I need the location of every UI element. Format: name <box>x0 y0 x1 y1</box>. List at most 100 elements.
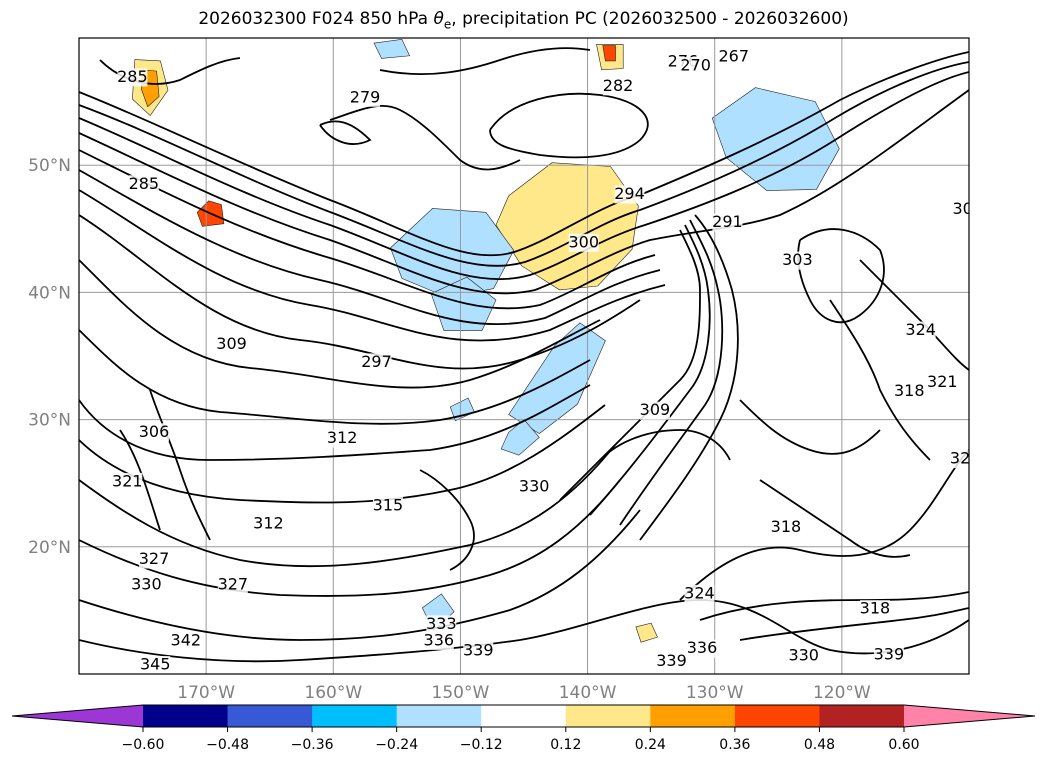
contour-label-bg <box>372 497 403 516</box>
colorbar-tick-label: 0.36 <box>719 737 750 753</box>
lon-label: 150°W <box>432 683 490 703</box>
lon-label: 130°W <box>686 683 744 703</box>
contour-label-bg <box>216 335 247 354</box>
theta-e-contour <box>589 224 711 516</box>
map-title: 2026032300 F024 850 hPa θe, precipitatio… <box>198 9 849 32</box>
theta-e-contour <box>79 444 616 568</box>
plot-area: 2852792822762702672852942913003033030929… <box>79 38 970 674</box>
contour-label: 324 <box>905 320 936 339</box>
contour-label-bg <box>217 575 248 594</box>
contour-label: 339 <box>463 641 494 660</box>
theta-e-contour <box>679 449 969 601</box>
lon-label: 120°W <box>813 683 871 703</box>
contour-label: 282 <box>603 76 634 95</box>
contour-label-bg <box>112 472 143 491</box>
contour-label: 270 <box>680 55 711 74</box>
contour-label-bg <box>139 550 170 569</box>
contour-label-bg <box>327 429 358 448</box>
colorbar-bin <box>819 705 905 727</box>
theta-e-contour <box>797 228 885 324</box>
contour-label-bg <box>894 382 925 401</box>
contour-label-bg <box>770 518 801 537</box>
contour-label-bg <box>603 77 634 96</box>
contour-label-bg <box>859 600 890 619</box>
theta-e-contour <box>619 219 724 526</box>
colorbar-extend-min <box>12 705 143 727</box>
theta-e-contour <box>79 169 661 326</box>
contour-label-bg <box>128 175 159 194</box>
theta-e-contour <box>419 469 475 571</box>
colorbar-tick-label: −0.36 <box>291 737 334 753</box>
contour-label-bg <box>423 631 454 650</box>
precip-area <box>711 87 840 191</box>
contour-label-bg <box>131 575 162 594</box>
theta-e-contour <box>319 120 372 145</box>
theta-e-contour <box>149 389 211 541</box>
theta-e-contour <box>79 639 521 663</box>
contour-label: 321 <box>112 471 143 490</box>
colorbar-bin <box>227 705 313 727</box>
theta-e-contour <box>639 214 739 541</box>
contour-label-bg <box>140 656 171 674</box>
colorbar-tick-label: 0.24 <box>635 737 666 753</box>
contour-label: 32 <box>950 449 970 468</box>
precip-area <box>495 162 639 291</box>
colorbar-tick-label: −0.24 <box>375 737 418 753</box>
lat-label: 20°N <box>28 538 71 558</box>
contour-label-bg <box>927 373 958 392</box>
contour-label: 297 <box>361 352 392 371</box>
contour-label: 312 <box>327 428 358 447</box>
contour-label-bg <box>170 631 201 650</box>
theta-e-contour <box>79 329 591 425</box>
contour-label: 330 <box>788 646 819 665</box>
theta-e-contour <box>859 259 969 371</box>
contour-label: 318 <box>860 599 891 618</box>
contour-label-bg <box>253 514 284 533</box>
theta-e-contour <box>519 599 969 655</box>
colorbar-tick-label: −0.48 <box>206 737 249 753</box>
lon-label: 140°W <box>559 683 617 703</box>
precip-area <box>373 38 411 59</box>
theta-e-contour <box>79 149 656 310</box>
contour-label: 336 <box>424 630 455 649</box>
lat-label: 30°N <box>28 411 71 431</box>
contour-label: 309 <box>216 334 247 353</box>
colorbar-tick-label: −0.60 <box>122 737 165 753</box>
lat-label: 50°N <box>28 156 71 176</box>
theta-e-contour <box>79 71 969 281</box>
contour-label-bg <box>712 213 743 232</box>
colorbar-bin <box>312 705 398 727</box>
contour-label: 294 <box>614 184 645 203</box>
contour-label: 312 <box>253 513 284 532</box>
contour-label: 330 <box>519 477 550 496</box>
colorbar-bin <box>396 705 482 727</box>
theta-e-contour <box>599 429 731 461</box>
contour-label-bg <box>945 450 969 469</box>
contour-label-bg <box>680 56 711 75</box>
colorbar-tick-label: −0.12 <box>460 737 503 753</box>
contour-label-bg <box>782 251 813 270</box>
contour-label: 336 <box>687 638 718 657</box>
colorbar-tick-label: 0.60 <box>888 737 919 753</box>
contour-label-bg <box>361 353 392 372</box>
theta-e-contour <box>79 509 641 641</box>
contour-label: 285 <box>129 174 160 193</box>
contour-label: 324 <box>684 583 715 602</box>
contour-label-bg <box>463 642 494 661</box>
colorbar-bin <box>143 705 229 727</box>
contour-label-bg <box>614 185 645 204</box>
colorbar-bin <box>734 705 820 727</box>
lon-label: 170°W <box>177 683 235 703</box>
colorbar-bin <box>565 705 651 727</box>
colorbar-extend-max <box>904 705 1035 727</box>
contour-label: 306 <box>139 422 170 441</box>
theta-e-contour <box>489 92 649 159</box>
contour-label-bg <box>519 478 550 497</box>
contour-label-bg <box>117 68 148 87</box>
contour-label-bg <box>873 645 904 664</box>
contour-label-bg <box>905 321 936 340</box>
contour-label-bg <box>139 423 170 442</box>
colorbar-tick-label: 0.12 <box>550 737 581 753</box>
contour-label: 342 <box>171 630 202 649</box>
